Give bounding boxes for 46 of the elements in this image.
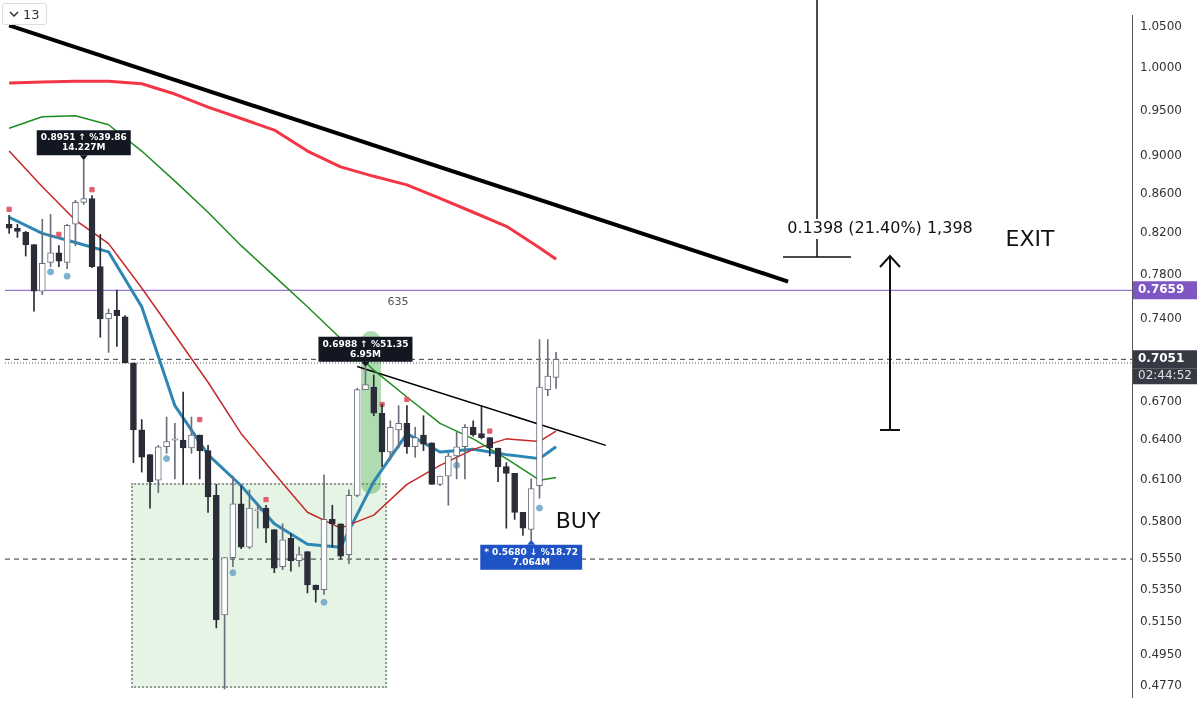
point — [487, 428, 493, 434]
y-tick-label: 0.7800 — [1140, 267, 1182, 282]
y-tick-label: 1.0000 — [1140, 59, 1182, 74]
point — [536, 504, 543, 512]
y-tick-label: 0.4950 — [1140, 646, 1182, 661]
annotation: 635 — [387, 294, 409, 308]
point — [229, 569, 237, 577]
candlestick — [544, 339, 552, 397]
point — [89, 187, 95, 193]
candlestick — [171, 423, 179, 480]
annotation: 0.6988 ↑ %51.35 6.95M — [322, 338, 409, 359]
point — [197, 416, 203, 423]
y-tick-label: 0.5800 — [1140, 514, 1182, 529]
y-tick-label: 0.9000 — [1140, 147, 1182, 162]
y-tick-label: 0.5350 — [1140, 581, 1182, 596]
point — [63, 272, 71, 280]
y-tick-label: 0.6700 — [1140, 394, 1182, 409]
annotation: BUY — [555, 507, 601, 533]
annotation: 0.8951 ↑ %39.86 14.227M — [40, 132, 127, 153]
text: 02:44:52 — [1138, 368, 1192, 383]
point — [263, 496, 269, 503]
ref-line-label: 0.7659 — [1138, 282, 1185, 297]
point — [56, 231, 62, 237]
point — [404, 396, 410, 403]
point — [163, 455, 171, 463]
y-tick-label: 0.8600 — [1140, 185, 1182, 200]
y-tick-label: 0.7400 — [1140, 311, 1182, 326]
annotation: EXIT — [1005, 225, 1056, 251]
ref-line-label: 0.7051 — [1138, 351, 1185, 366]
annotation: 0.1398 (21.40%) 1,398 — [787, 218, 973, 238]
y-tick-label: 1.0500 — [1140, 19, 1182, 34]
candlestick — [5, 214, 13, 234]
annotation: * 0.5680 ↓ %18.72 7.064M — [484, 546, 579, 567]
y-tick-label: 0.8200 — [1140, 225, 1182, 240]
point — [6, 206, 12, 212]
y-tick-label: 0.9500 — [1140, 102, 1182, 117]
y-tick-label: 0.4770 — [1140, 677, 1182, 692]
y-tick-label: 0.6100 — [1140, 472, 1182, 487]
y-tick-label: 0.5550 — [1140, 551, 1182, 566]
y-tick-label: 0.6400 — [1140, 432, 1182, 447]
candlestick — [329, 504, 336, 548]
point — [47, 268, 55, 276]
y-tick-label: 0.5150 — [1140, 613, 1182, 628]
candlestick — [254, 503, 262, 529]
point — [320, 598, 328, 606]
annotation: 13 — [23, 6, 40, 22]
